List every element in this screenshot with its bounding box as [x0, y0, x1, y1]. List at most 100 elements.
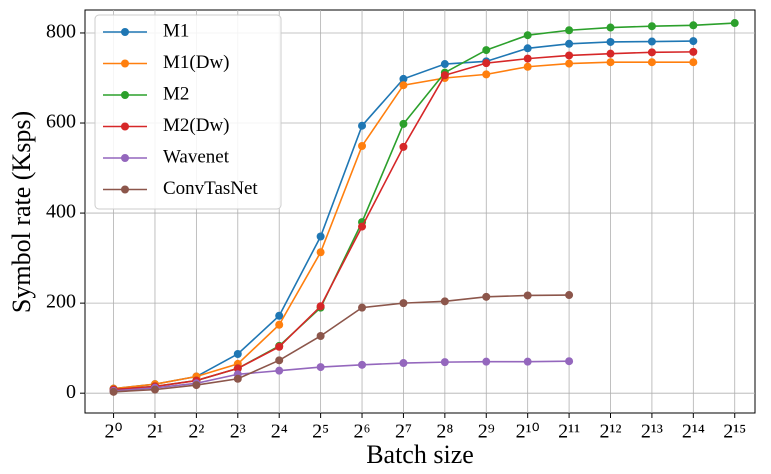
data-point: [358, 141, 367, 150]
y-tick-label: 400: [46, 201, 76, 223]
data-point: [399, 359, 408, 368]
x-tick-label: 2¹⁴: [682, 421, 705, 443]
data-point: [523, 62, 532, 71]
data-point: [440, 358, 449, 367]
data-point: [316, 302, 325, 311]
data-point: [606, 49, 615, 58]
y-tick-label: 600: [46, 111, 76, 133]
x-tick-label: 2⁵: [312, 421, 329, 443]
legend-marker: [121, 154, 129, 162]
data-point: [523, 357, 532, 366]
data-point: [647, 22, 656, 31]
legend-text: M2(Dw): [163, 115, 230, 136]
data-point: [233, 374, 242, 383]
data-point: [275, 356, 284, 365]
legend-marker: [121, 59, 129, 68]
data-point: [275, 342, 284, 351]
data-point: [647, 37, 656, 46]
legend-text: M1(Dw): [163, 52, 230, 73]
data-point: [316, 363, 325, 372]
x-tick-label: 2⁸: [436, 421, 453, 443]
x-tick-label: 2¹³: [641, 421, 663, 443]
data-point: [523, 54, 532, 63]
data-point: [565, 291, 574, 300]
data-point: [523, 291, 532, 300]
legend-text: ConvTasNet: [163, 178, 258, 199]
x-tick-label: 2⁷: [395, 421, 412, 443]
data-point: [565, 51, 574, 60]
x-tick-label: 2³: [230, 421, 246, 443]
data-point: [316, 248, 325, 257]
data-point: [399, 81, 408, 90]
data-point: [689, 37, 698, 46]
data-point: [399, 142, 408, 151]
data-point: [192, 381, 201, 390]
data-point: [606, 58, 615, 67]
y-tick-label: 200: [46, 291, 76, 313]
x-tick-label: 2¹¹: [558, 421, 580, 443]
y-tick-label: 0: [66, 381, 76, 403]
data-point: [482, 59, 491, 68]
x-tick-label: 2⁰: [105, 421, 123, 443]
data-point: [565, 39, 574, 48]
y-axis-label: Symbol rate (Ksps): [7, 111, 36, 313]
data-point: [109, 387, 118, 396]
legend-text: M2: [163, 83, 189, 104]
legend-text: M1: [163, 20, 189, 41]
data-point: [150, 385, 159, 394]
data-point: [482, 46, 491, 55]
data-point: [565, 26, 574, 35]
data-point: [275, 320, 284, 329]
data-point: [689, 58, 698, 67]
y-tick-label: 800: [46, 21, 76, 43]
data-point: [606, 23, 615, 32]
data-point: [482, 292, 491, 301]
legend-marker: [121, 91, 129, 99]
data-point: [482, 70, 491, 79]
data-point: [523, 31, 532, 40]
legend-marker: [121, 185, 129, 194]
data-point: [399, 119, 408, 128]
data-point: [689, 47, 698, 56]
data-point: [440, 297, 449, 306]
data-point: [233, 350, 242, 359]
data-point: [440, 71, 449, 80]
data-point: [565, 357, 574, 366]
x-tick-label: 2¹⁵: [723, 421, 746, 443]
data-point: [606, 37, 615, 46]
plot-frame: [84, 9, 756, 414]
data-point: [316, 332, 325, 341]
data-point: [647, 48, 656, 57]
x-tick-label: 2⁹: [478, 421, 495, 443]
data-point: [233, 364, 242, 373]
legend-marker: [121, 122, 129, 131]
series-line: [113, 360, 570, 392]
x-tick-label: 2⁶: [354, 421, 371, 443]
data-point: [358, 222, 367, 231]
series-line: [113, 294, 570, 393]
data-point: [358, 303, 367, 312]
data-point: [275, 311, 284, 320]
x-tick-label: 2¹: [147, 421, 163, 443]
data-point: [730, 19, 739, 28]
data-point: [523, 44, 532, 53]
data-point: [316, 232, 325, 241]
data-point: [647, 58, 656, 67]
legend-marker: [121, 28, 129, 36]
data-point: [399, 74, 408, 83]
data-point: [482, 357, 491, 366]
data-point: [440, 60, 449, 69]
data-point: [689, 21, 698, 30]
legend-text: Wavenet: [163, 146, 230, 167]
x-tick-label: 2¹²: [600, 421, 622, 443]
data-point: [275, 366, 284, 375]
x-axis-label: Batch size: [366, 440, 474, 469]
legend: M1 M1(Dw) M2 M2(Dw) Wavenet ConvTasNet: [94, 14, 282, 210]
x-tick-label: 2²: [188, 421, 204, 443]
x-tick-label: 2¹⁰: [516, 421, 540, 443]
data-point: [399, 299, 408, 308]
x-tick-label: 2⁴: [271, 421, 288, 443]
data-point: [358, 121, 367, 130]
data-point: [565, 59, 574, 68]
data-point: [358, 360, 367, 369]
